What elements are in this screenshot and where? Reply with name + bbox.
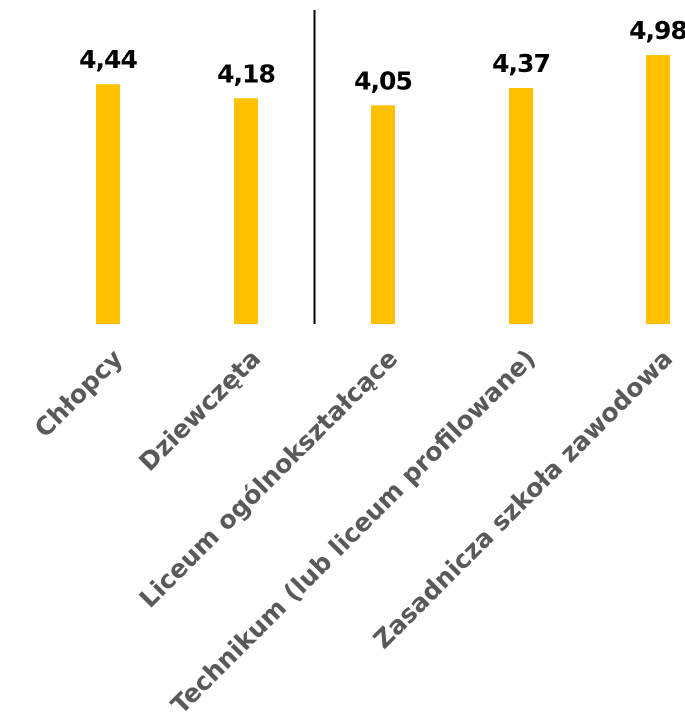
value-label-2: 4,05 <box>354 66 412 95</box>
value-labels-group: 4,44 4,18 4,05 4,37 4,98 <box>79 16 685 95</box>
value-label-4: 4,98 <box>629 16 685 45</box>
value-label-1: 4,18 <box>217 59 275 88</box>
category-label-2: Liceum ogólnokształcące <box>134 344 404 614</box>
value-label-3: 4,37 <box>492 49 550 78</box>
bar-0 <box>96 84 120 325</box>
bar-1 <box>234 98 258 324</box>
bar-2 <box>371 105 395 324</box>
bars-group <box>96 55 670 325</box>
category-label-4: Zasadnicza szkoła zawodowa <box>368 344 678 654</box>
bar-4 <box>646 55 670 325</box>
bar-3 <box>509 88 533 325</box>
value-label-0: 4,44 <box>79 45 137 74</box>
category-label-1: Dziewczęta <box>133 344 266 477</box>
category-label-0: Chłopcy <box>29 344 128 443</box>
